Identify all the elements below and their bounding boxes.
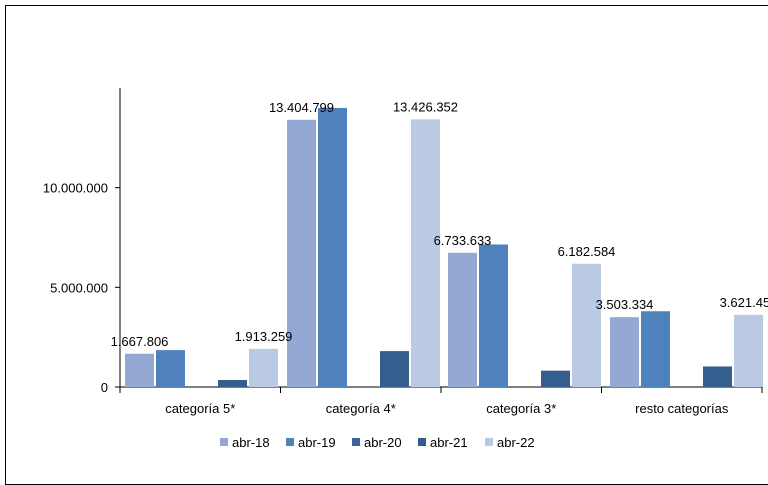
legend-swatch-abr-21 <box>418 438 426 446</box>
bar-abr-19-3 <box>479 244 508 387</box>
legend-label: abr-20 <box>364 435 402 450</box>
bar-abr-19-4 <box>641 311 670 387</box>
x-category-label: categoría 3* <box>486 401 556 416</box>
bar-abr-19-1 <box>156 350 185 387</box>
bar-abr-18-3 <box>448 252 477 387</box>
data-label: 1.667.806 <box>111 334 169 349</box>
y-tick-label: 0 <box>101 380 108 395</box>
legend-label: abr-21 <box>430 435 468 450</box>
legend-swatch-abr-18 <box>220 438 228 446</box>
legend-swatch-abr-19 <box>286 438 294 446</box>
bar-abr-18-4 <box>610 317 639 387</box>
bar-abr-18-2 <box>287 119 316 388</box>
data-label: 1.913.259 <box>235 329 293 344</box>
legend-label: abr-18 <box>232 435 270 450</box>
data-label: 3.621.450 <box>720 295 768 310</box>
legend-swatch-abr-20 <box>352 438 360 446</box>
bar-abr-22-1 <box>249 348 278 387</box>
legend-label: abr-22 <box>497 435 535 450</box>
bar-abr-21-1 <box>218 380 247 387</box>
x-category-label: categoría 4* <box>326 401 396 416</box>
bar-abr-22-2 <box>411 119 440 388</box>
x-category-label: resto categorías <box>635 401 729 416</box>
data-label: 6.733.633 <box>434 233 492 248</box>
bar-abr-18-1 <box>125 353 154 387</box>
y-tick-label: 10.000.000 <box>43 181 108 196</box>
bar-abr-21-3 <box>541 370 570 387</box>
legend-swatch-abr-22 <box>485 438 493 446</box>
bar-abr-19-2 <box>318 107 347 387</box>
bar-chart: 0 5.000.000 10.000.000 categoría 5* categorí… <box>43 88 768 450</box>
bar-abr-22-4 <box>734 314 763 387</box>
legend-label: abr-19 <box>298 435 336 450</box>
bar-abr-21-2 <box>380 351 409 387</box>
data-label: 13.404.799 <box>269 100 334 115</box>
bar-abr-21-4 <box>703 366 732 387</box>
y-tick-label: 5.000.000 <box>50 280 108 295</box>
data-label: 13.426.352 <box>393 99 458 114</box>
x-category-label: categoría 5* <box>165 401 235 416</box>
bar-abr-22-3 <box>572 263 601 387</box>
data-label: 3.503.334 <box>596 297 654 312</box>
data-label: 6.182.584 <box>558 244 616 259</box>
